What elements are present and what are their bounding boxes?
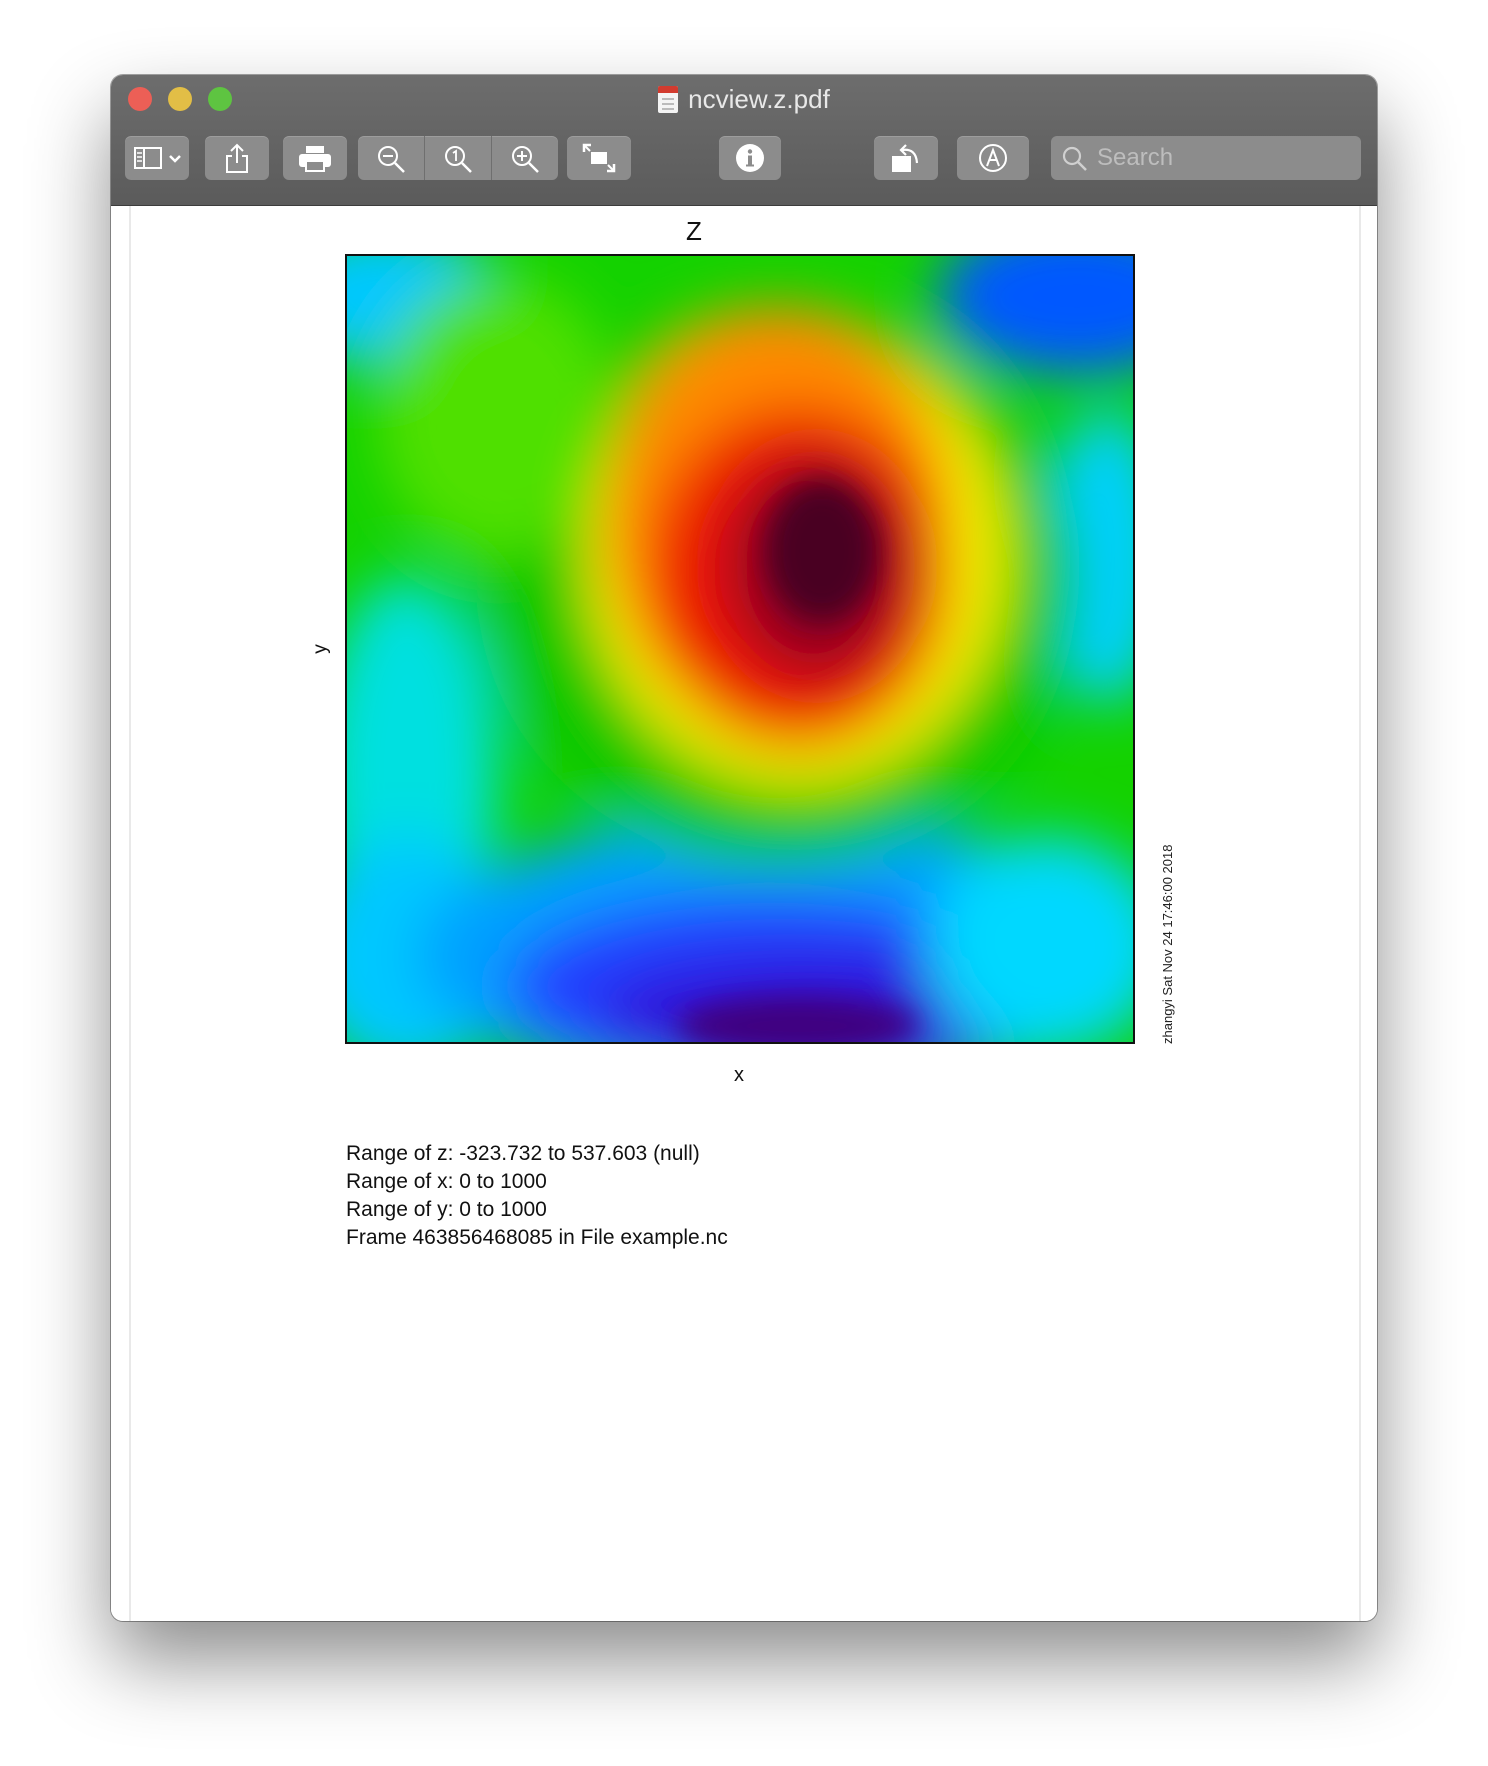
markup-icon [979,144,1007,172]
fullscreen-button[interactable] [567,136,631,180]
inspector-button[interactable] [719,136,781,180]
print-button[interactable] [283,136,347,180]
pdf-document-icon [658,86,679,113]
info-icon [736,144,764,172]
y-axis-label: y [310,644,331,654]
z-range-text: Range of z: -323.732 to 537.603 (null) [346,1142,700,1165]
search-field-container [1051,136,1361,180]
rotate-icon [892,144,919,172]
share-button[interactable] [205,136,269,180]
document-page: Z [111,206,1377,1621]
range-info: Range of z: -323.732 to 537.603 (null) R… [346,1140,728,1252]
heatmap-image [347,256,1133,1042]
x-axis-label: x [734,1064,744,1086]
author-timestamp: zhangyi Sat Nov 24 17:46:00 2018 [1160,844,1175,1044]
heatmap-plot [345,254,1135,1044]
close-window-button[interactable] [128,87,152,111]
sidebar-icon [134,147,162,169]
print-icon [299,146,331,172]
page-right-edge [1359,206,1361,1621]
share-icon [226,143,248,173]
zoom-out-icon [378,146,405,173]
preview-window: ncview.z.pdf [111,75,1377,1621]
zoom-in-button[interactable] [492,136,558,180]
zoom-out-button[interactable] [358,136,424,180]
rotate-left-button[interactable] [874,136,938,180]
search-input[interactable] [1097,136,1347,180]
page-left-edge [129,206,131,1621]
minimize-window-button[interactable] [168,87,192,111]
markup-button[interactable] [957,136,1029,180]
chevron-down-icon [169,155,181,163]
fullscreen-icon [582,143,616,173]
zoom-in-icon [512,146,539,173]
window-title-area: ncview.z.pdf [111,83,1377,115]
title-bar: ncview.z.pdf [111,75,1377,206]
search-icon [1062,146,1087,171]
plot-title: Z [686,216,702,246]
window-title: ncview.z.pdf [688,84,830,114]
sidebar-toggle-button[interactable] [125,136,189,180]
zoom-window-button[interactable] [208,87,232,111]
actual-size-button[interactable] [425,136,491,180]
x-range-text: Range of x: 0 to 1000 [346,1170,547,1193]
zoom-button-group [358,136,558,180]
frame-text: Frame 463856468085 in File example.nc [346,1226,728,1249]
actual-size-icon [445,146,472,173]
y-range-text: Range of y: 0 to 1000 [346,1198,547,1221]
